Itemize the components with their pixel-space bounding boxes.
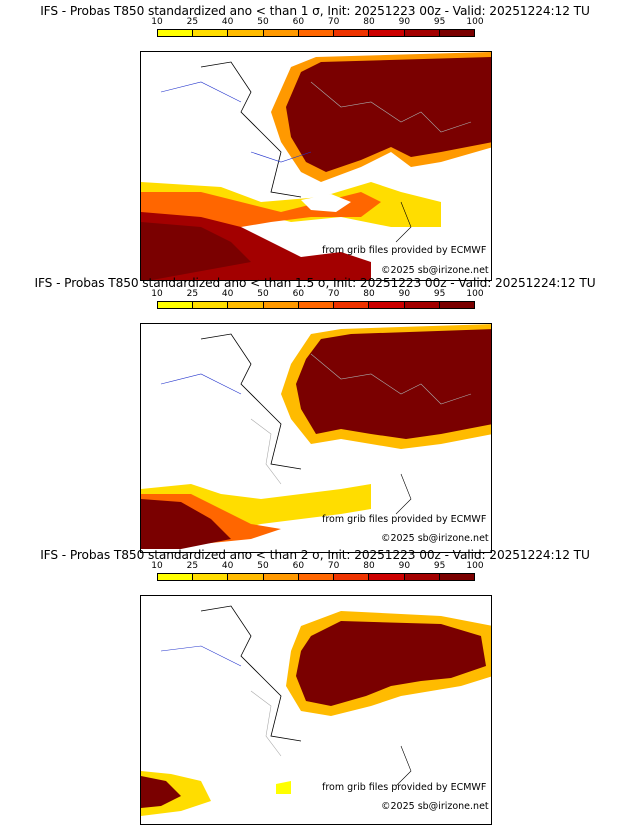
colorbar-segment xyxy=(334,30,370,36)
colorbar-segment xyxy=(334,574,370,580)
colorbar-segment xyxy=(439,302,474,308)
colorbar xyxy=(157,301,475,309)
colorbar-tick-label: 95 xyxy=(433,17,446,27)
colorbar-segment xyxy=(228,302,264,308)
colorbar-tick-label: 40 xyxy=(221,17,234,27)
colorbar xyxy=(157,29,475,37)
colorbar-segment xyxy=(298,30,335,36)
credit-copyright: ©2025 sb@irizone.net xyxy=(381,533,489,544)
colorbar-segment xyxy=(193,302,229,308)
probability-map xyxy=(140,323,492,553)
colorbar-segment xyxy=(263,30,299,36)
colorbar-tick-label: 100 xyxy=(466,17,484,27)
colorbar-tick-label: 95 xyxy=(433,289,446,299)
colorbar-tick-label: 60 xyxy=(292,17,305,27)
colorbar-segment xyxy=(439,574,474,580)
colorbar-tick-label: 25 xyxy=(186,17,199,27)
colorbar-tick-label: 10 xyxy=(151,561,163,571)
credit-copyright: ©2025 sb@irizone.net xyxy=(381,801,489,812)
map-panel-3: IFS - Probas T850 standardized ano < tha… xyxy=(0,548,630,825)
colorbar-segment xyxy=(369,302,405,308)
colorbar-segment xyxy=(193,574,229,580)
panel-title: IFS - Probas T850 standardized ano < tha… xyxy=(40,548,590,562)
colorbar-segment xyxy=(334,302,370,308)
colorbar-segment xyxy=(404,574,440,580)
colorbar-tick-label: 70 xyxy=(327,561,340,571)
colorbar-segment xyxy=(404,30,440,36)
map-panel-1: IFS - Probas T850 standardized ano < tha… xyxy=(0,4,630,281)
colorbar-segment xyxy=(369,30,405,36)
colorbar-segment xyxy=(298,302,335,308)
probability-map xyxy=(140,595,492,825)
colorbar-tick-label: 80 xyxy=(363,17,375,27)
colorbar-tick-label: 40 xyxy=(221,289,234,299)
colorbar-ticks: 10 25 40 50 60 70 80 90 95 100 xyxy=(151,289,483,301)
colorbar-tick-label: 60 xyxy=(292,289,305,299)
colorbar-tick-label: 60 xyxy=(292,561,305,571)
colorbar-tick-label: 10 xyxy=(151,17,163,27)
colorbar-tick-label: 100 xyxy=(466,561,484,571)
colorbar-tick-label: 90 xyxy=(398,289,411,299)
colorbar-segment xyxy=(158,574,194,580)
probability-map xyxy=(140,51,492,281)
colorbar-segment xyxy=(228,30,264,36)
colorbar-ticks: 10 25 40 50 60 70 80 90 95 100 xyxy=(151,561,483,573)
colorbar-segment xyxy=(158,30,194,36)
panel-title: IFS - Probas T850 standardized ano < tha… xyxy=(40,4,590,18)
colorbar-tick-label: 10 xyxy=(151,289,163,299)
colorbar-tick-label: 90 xyxy=(398,17,411,27)
colorbar-segment xyxy=(193,30,229,36)
colorbar-tick-label: 70 xyxy=(327,17,340,27)
credit-source: from grib files provided by ECMWF xyxy=(322,245,487,256)
colorbar xyxy=(157,573,475,581)
colorbar-segment xyxy=(228,574,264,580)
credit-source: from grib files provided by ECMWF xyxy=(322,782,487,793)
colorbar-tick-label: 40 xyxy=(221,561,234,571)
colorbar-ticks: 10 25 40 50 60 70 80 90 95 100 xyxy=(151,17,483,29)
map-panel-2: IFS - Probas T850 standardized ano < tha… xyxy=(0,276,630,553)
colorbar-tick-label: 100 xyxy=(466,289,484,299)
colorbar-tick-label: 50 xyxy=(257,17,269,27)
colorbar-tick-label: 25 xyxy=(186,289,199,299)
colorbar-segment xyxy=(158,302,194,308)
credit-copyright: ©2025 sb@irizone.net xyxy=(381,265,489,276)
colorbar-tick-label: 90 xyxy=(398,561,411,571)
colorbar-tick-label: 95 xyxy=(433,561,446,571)
colorbar-tick-label: 70 xyxy=(327,289,340,299)
colorbar-segment xyxy=(439,30,474,36)
colorbar-tick-label: 50 xyxy=(257,561,269,571)
panel-title: IFS - Probas T850 standardized ano < tha… xyxy=(34,276,596,290)
colorbar-segment xyxy=(263,302,299,308)
colorbar-segment xyxy=(263,574,299,580)
colorbar-tick-label: 25 xyxy=(186,561,199,571)
colorbar-segment xyxy=(298,574,335,580)
colorbar-tick-label: 50 xyxy=(257,289,269,299)
colorbar-segment xyxy=(369,574,405,580)
credit-source: from grib files provided by ECMWF xyxy=(322,514,487,525)
colorbar-segment xyxy=(404,302,440,308)
colorbar-tick-label: 80 xyxy=(363,561,375,571)
colorbar-tick-label: 80 xyxy=(363,289,375,299)
